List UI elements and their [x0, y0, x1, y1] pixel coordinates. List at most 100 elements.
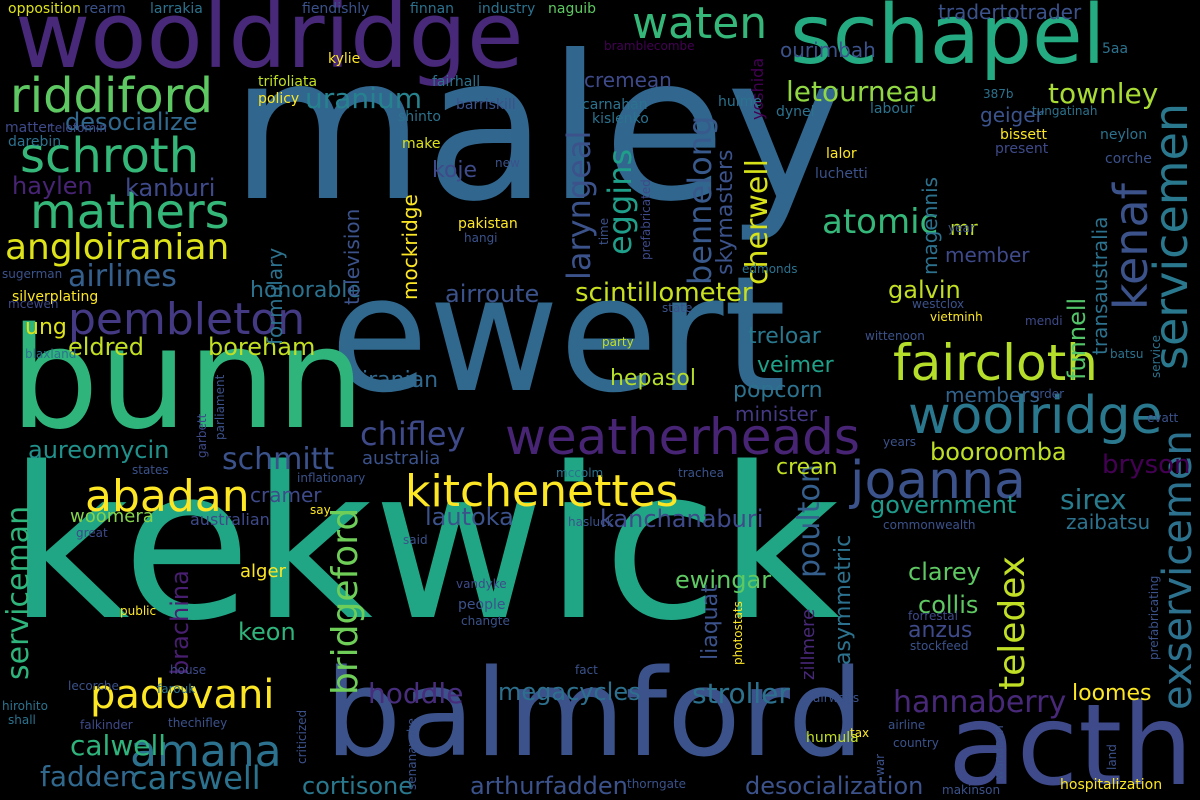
- word: sirex: [1060, 483, 1127, 516]
- word: garbett: [195, 413, 209, 458]
- word: woomera: [70, 506, 154, 527]
- word: shinto: [398, 109, 441, 125]
- word: angloiranian: [5, 227, 230, 268]
- word: land: [1105, 744, 1119, 770]
- word: bryson: [1102, 450, 1191, 480]
- word: serviceman: [1, 505, 36, 680]
- word: teledex: [992, 555, 1033, 690]
- word: lalor: [826, 146, 857, 162]
- word: letourneau: [786, 75, 938, 108]
- word: asymmetric: [831, 534, 856, 665]
- word: policy: [258, 91, 300, 107]
- word: mockridge: [398, 194, 422, 300]
- word: larrakia: [150, 1, 203, 17]
- word: geiger: [980, 103, 1044, 127]
- word: australian: [190, 510, 270, 529]
- word: commonwealth: [883, 518, 976, 532]
- word: new: [495, 156, 520, 170]
- word: hannaberry: [893, 685, 1067, 720]
- word: criticized: [295, 709, 309, 764]
- word: calwell: [70, 729, 167, 762]
- word: year: [948, 221, 975, 235]
- word: wittenoon: [865, 329, 925, 343]
- word: mendi: [1025, 314, 1063, 328]
- word: minister: [735, 402, 818, 426]
- word: photostats: [731, 601, 745, 665]
- word: skymasters: [713, 149, 738, 275]
- word: bunn: [10, 298, 366, 461]
- word: service: [1149, 335, 1163, 378]
- word: neylon: [1100, 127, 1148, 143]
- word: inflationary: [297, 471, 366, 485]
- word: carswell: [130, 759, 261, 797]
- word: public: [120, 604, 157, 618]
- word: falkinder: [80, 718, 133, 732]
- word: brachina: [166, 570, 194, 675]
- word: anzus: [908, 618, 973, 643]
- word: mr: [950, 216, 978, 240]
- word: koje: [432, 158, 478, 183]
- word: mcewen: [8, 297, 59, 311]
- word: collis: [918, 591, 979, 619]
- word: stockfeed: [910, 639, 969, 653]
- word: lecorche: [68, 679, 119, 693]
- word: waten: [632, 0, 768, 49]
- word: wandoan: [992, 725, 1006, 780]
- word: senanayake: [405, 718, 419, 790]
- word: state: [662, 301, 693, 315]
- word: acth: [948, 681, 1194, 800]
- word: tradertotrader: [938, 0, 1082, 24]
- word: fiendishly: [302, 1, 370, 17]
- word: dynel: [776, 104, 815, 120]
- word: labour: [870, 101, 915, 117]
- word: finnan: [410, 1, 455, 17]
- word: honorable: [250, 278, 361, 303]
- word: vandyke: [456, 577, 507, 591]
- word: ung: [25, 315, 67, 340]
- word: bissett: [1000, 127, 1047, 143]
- word: batsu: [1110, 347, 1144, 361]
- word: stroller: [692, 677, 790, 710]
- word: carnahan: [582, 97, 648, 113]
- word: scintillometer: [575, 278, 753, 308]
- word: kekwick: [8, 422, 841, 667]
- word: parliament: [213, 374, 227, 440]
- word: weatherheads: [505, 408, 860, 466]
- word: padovani: [90, 672, 275, 718]
- word: faircloth: [893, 334, 1098, 392]
- word: ewingar: [675, 566, 772, 594]
- word: schmitt: [222, 442, 335, 477]
- word: transaustralia: [1088, 216, 1112, 355]
- word: vietminh: [930, 310, 983, 324]
- word: booroomba: [930, 438, 1067, 466]
- word: uranium: [305, 82, 422, 115]
- word: funnell: [1063, 297, 1091, 380]
- word: forrestal: [908, 609, 958, 623]
- word: popcorn: [733, 378, 823, 403]
- word: mathers: [30, 184, 230, 240]
- word: hangi: [464, 231, 498, 245]
- word: barriskill: [456, 97, 516, 113]
- word: desocialization: [745, 772, 924, 800]
- word: clarey: [908, 558, 981, 586]
- word: time: [597, 217, 611, 245]
- word: matter: [5, 120, 53, 136]
- word: desocialize: [65, 108, 198, 136]
- word: corche: [1105, 151, 1152, 167]
- word: amana: [130, 726, 282, 777]
- word: schroth: [20, 128, 200, 184]
- word: bennelong: [681, 115, 719, 285]
- word: make: [402, 136, 441, 152]
- word: television: [340, 208, 364, 305]
- word: tungatinah: [1032, 104, 1098, 118]
- word: australia: [362, 448, 441, 469]
- word: zillmere: [798, 608, 819, 680]
- word: party: [602, 335, 634, 349]
- word: darebin: [8, 134, 62, 150]
- word: kitchenettes: [405, 466, 679, 517]
- word: fact: [575, 663, 598, 677]
- word: aureomycin: [28, 436, 170, 464]
- word: hoddle: [368, 677, 464, 710]
- word: house: [170, 663, 207, 677]
- word: thorngate: [627, 777, 687, 791]
